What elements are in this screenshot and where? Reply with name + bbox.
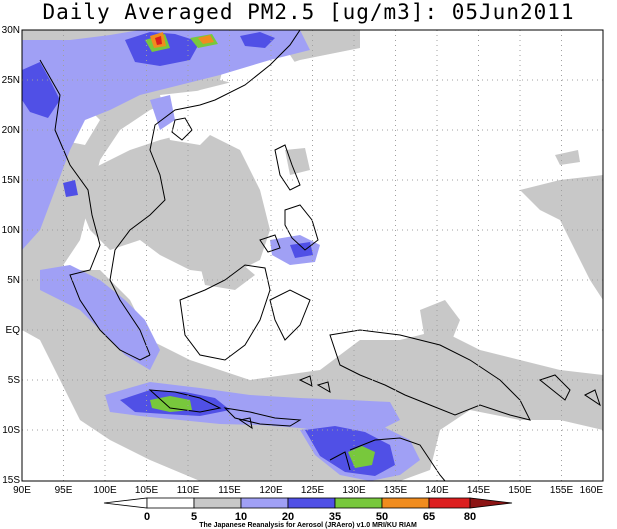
- coastlines: [39, 30, 601, 481]
- colorbar-under-arrow: [103, 497, 148, 509]
- colorbar-label: 20: [282, 511, 294, 523]
- lon-label: 110E: [177, 485, 200, 496]
- colorbar-segment: [146, 497, 195, 509]
- colorbar-segment: [287, 497, 336, 509]
- colorbar-over-arrow: [469, 497, 513, 509]
- lon-label: 155E: [550, 485, 574, 496]
- lat-label: 20N: [2, 125, 20, 136]
- colorbar-label: 0: [144, 511, 150, 523]
- colorbar-segment: [240, 497, 289, 509]
- lon-axis: 90E 95E 100E 105E 110E 115E 120E 125E 13…: [13, 485, 603, 496]
- lat-label: 5N: [7, 275, 20, 286]
- lat-label: 10N: [2, 225, 20, 236]
- lat-label: 5S: [8, 375, 21, 386]
- grid-lines: [22, 30, 603, 481]
- lon-label: 100E: [93, 485, 117, 496]
- colorbar-label: 5: [191, 511, 197, 523]
- lat-label: 15N: [2, 175, 20, 186]
- map-title: Daily Averaged PM2.5 [ug/m3]: 05Jun2011: [42, 0, 575, 24]
- lon-label: 120E: [259, 485, 283, 496]
- credit-text: The Japanese Reanalysis for Aerosol (JRA…: [199, 522, 417, 529]
- lon-label: 135E: [384, 485, 408, 496]
- colorbar-segment: [193, 497, 242, 509]
- lon-label: 105E: [135, 485, 159, 496]
- lat-label: 30N: [2, 25, 20, 36]
- lon-label: 95E: [55, 485, 73, 496]
- lon-label: 140E: [425, 485, 449, 496]
- lat-label: 25N: [2, 75, 20, 86]
- lon-label: 130E: [342, 485, 366, 496]
- colorbar-label: 10: [235, 511, 247, 523]
- lon-label: 90E: [13, 485, 31, 496]
- map-frame: [21, 29, 604, 482]
- lon-label: 115E: [218, 485, 241, 496]
- lat-label: 10S: [2, 425, 20, 436]
- pm25-high-areas: [150, 32, 214, 48]
- lon-label: 160E: [580, 485, 604, 496]
- lat-axis: 30N 25N 20N 15N 10N 5N EQ 5S 10S 15S: [2, 25, 21, 486]
- colorbar-segment: [381, 497, 430, 509]
- colorbar-label: 65: [423, 511, 435, 523]
- lon-label: 150E: [508, 485, 532, 496]
- lon-label: 125E: [301, 485, 325, 496]
- colorbar-label: 50: [376, 511, 388, 523]
- colorbar: 0 5 10 20 35 50 65 80 The Japanese Reana…: [103, 497, 513, 529]
- colorbar-label: 35: [329, 511, 341, 523]
- colorbar-label: 80: [464, 511, 476, 523]
- lat-label: 15S: [2, 475, 20, 486]
- colorbar-segment: [334, 497, 383, 509]
- lon-label: 145E: [467, 485, 491, 496]
- lat-label: EQ: [6, 325, 21, 336]
- colorbar-segment: [428, 497, 471, 509]
